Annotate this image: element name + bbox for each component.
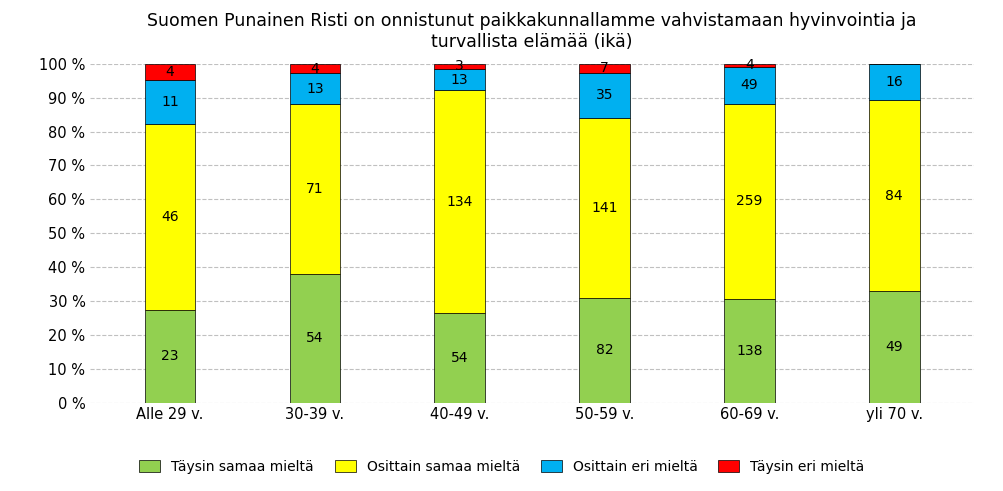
Bar [434, 69, 484, 90]
Text: 11: 11 [161, 95, 179, 109]
Legend: Täysin samaa mieltä, Osittain samaa mieltä, Osittain eri mieltä, Täysin eri miel: Täysin samaa mieltä, Osittain samaa miel… [133, 454, 870, 479]
Text: 54: 54 [450, 351, 468, 365]
Text: 84: 84 [885, 189, 902, 203]
Bar [723, 299, 774, 403]
Bar [434, 313, 484, 403]
Text: 13: 13 [306, 82, 323, 96]
Text: 4: 4 [310, 61, 319, 76]
Bar [434, 64, 484, 69]
Bar [144, 310, 196, 403]
Bar [289, 73, 340, 105]
Text: 35: 35 [595, 88, 613, 102]
Text: 23: 23 [161, 349, 179, 363]
Bar [289, 274, 340, 403]
Bar [723, 104, 774, 299]
Bar [579, 117, 629, 298]
Text: 49: 49 [885, 340, 902, 354]
Text: 4: 4 [744, 58, 753, 72]
Text: 138: 138 [735, 344, 762, 357]
Text: 46: 46 [161, 210, 179, 224]
Title: Suomen Punainen Risti on onnistunut paikkakunnallamme vahvistamaan hyvinvointia : Suomen Punainen Risti on onnistunut paik… [147, 12, 916, 51]
Text: 71: 71 [306, 182, 323, 196]
Text: 141: 141 [591, 201, 617, 215]
Text: 82: 82 [595, 343, 613, 357]
Text: 16: 16 [885, 75, 902, 89]
Bar [289, 64, 340, 73]
Text: 134: 134 [446, 194, 472, 209]
Bar [434, 90, 484, 313]
Bar [144, 80, 196, 124]
Bar [868, 64, 919, 100]
Bar [723, 67, 774, 104]
Bar [144, 124, 196, 310]
Bar [579, 73, 629, 117]
Text: 49: 49 [740, 78, 757, 92]
Text: 259: 259 [735, 194, 762, 208]
Bar [144, 64, 196, 80]
Bar [723, 64, 774, 67]
Bar [289, 105, 340, 274]
Bar [868, 100, 919, 291]
Bar [579, 298, 629, 403]
Bar [868, 291, 919, 403]
Text: 54: 54 [306, 331, 323, 345]
Bar [579, 64, 629, 73]
Text: 4: 4 [165, 65, 175, 79]
Text: 7: 7 [600, 61, 608, 75]
Text: 13: 13 [450, 73, 468, 86]
Text: 3: 3 [455, 59, 463, 73]
